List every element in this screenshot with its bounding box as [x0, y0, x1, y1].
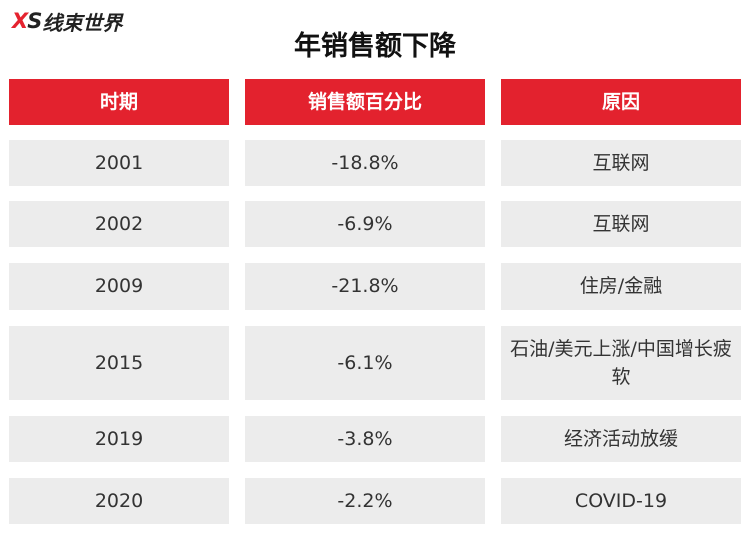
header-sales-percent: 销售额百分比 [245, 79, 485, 125]
table-cell-period: 2019 [9, 416, 229, 462]
table-cell-period: 2009 [9, 263, 229, 310]
table-cell-reason: COVID-19 [501, 478, 741, 524]
table-cell-period: 2002 [9, 201, 229, 247]
table-cell-sales: -18.8% [245, 140, 485, 186]
table-cell-period: 2020 [9, 478, 229, 524]
brand-logo: X S 线束世界 [12, 8, 123, 35]
table-cell-reason: 住房/金融 [501, 263, 741, 310]
table-cell-period: 2015 [9, 326, 229, 400]
table-cell-period: 2001 [9, 140, 229, 186]
logo-s: S [27, 9, 42, 33]
table-cell-sales: -3.8% [245, 416, 485, 462]
logo-x: X [12, 9, 28, 33]
table-cell-sales: -6.9% [245, 201, 485, 247]
table-cell-reason: 经济活动放缓 [501, 416, 741, 462]
table-cell-sales: -21.8% [245, 263, 485, 310]
table-cell-sales: -2.2% [245, 478, 485, 524]
logo-text: 线束世界 [42, 10, 123, 35]
table-cell-reason: 互联网 [501, 140, 741, 186]
header-period: 时期 [9, 79, 229, 125]
table-cell-reason: 石油/美元上涨/中国增长疲软 [501, 326, 741, 400]
table-cell-reason: 互联网 [501, 201, 741, 247]
table-cell-sales: -6.1% [245, 326, 485, 400]
header-reason: 原因 [501, 79, 741, 125]
page-title: 年销售额下降 [294, 31, 456, 62]
